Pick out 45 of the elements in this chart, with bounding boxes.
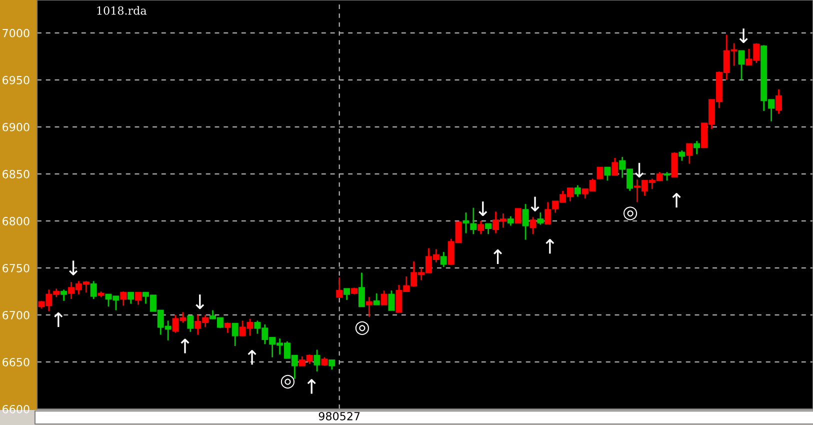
candlestick <box>537 212 544 226</box>
candlestick <box>678 150 686 162</box>
candlestick <box>574 184 581 198</box>
candlestick <box>612 157 618 176</box>
candlestick <box>686 143 693 164</box>
candlestick <box>120 290 127 306</box>
y-tick-label: 6800 <box>2 216 30 226</box>
candlestick <box>604 166 611 182</box>
candlestick <box>373 292 380 306</box>
candlestick <box>135 292 142 306</box>
x-tick-label: 980527 <box>318 412 360 420</box>
candlestick <box>336 276 343 298</box>
candlestick <box>776 88 782 114</box>
candlestick <box>328 359 336 370</box>
candlestick <box>380 290 388 306</box>
candlestick <box>128 292 134 304</box>
candlestick <box>366 296 372 318</box>
candlestick <box>485 223 492 235</box>
candlestick <box>187 315 194 333</box>
candlestick <box>440 251 447 268</box>
candlestick <box>522 203 529 240</box>
candlestick <box>90 280 97 300</box>
y-tick-label: 7000 <box>2 28 30 38</box>
y-tick-label: 6950 <box>2 76 30 84</box>
y-tick-label: 6850 <box>2 170 30 178</box>
candlestick <box>530 216 536 235</box>
candlestick <box>738 50 745 81</box>
candlestick <box>507 216 514 226</box>
candlestick <box>224 322 231 334</box>
candlestick <box>671 152 678 178</box>
y-tick-label: 6750 <box>2 264 30 272</box>
y-tick-label: 6650 <box>2 358 30 366</box>
candlestick <box>344 288 350 301</box>
candlestick <box>60 288 68 302</box>
candlestick <box>478 220 484 235</box>
candlestick <box>314 349 320 372</box>
y-tick-label: 6900 <box>2 122 30 132</box>
candlestick <box>232 322 238 347</box>
candlestick <box>694 140 700 155</box>
candlestick <box>358 272 365 308</box>
y-tick-label: 6700 <box>2 310 30 320</box>
candlestick <box>596 166 604 180</box>
chart-title: 1018.rda <box>97 6 147 15</box>
candlestick <box>514 208 522 224</box>
candlestick <box>388 290 395 311</box>
